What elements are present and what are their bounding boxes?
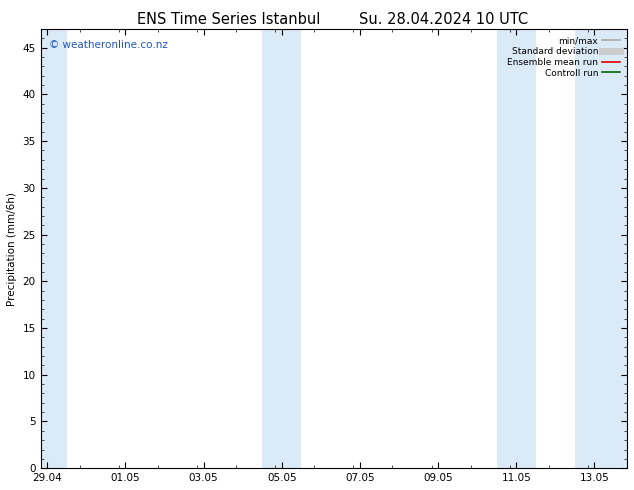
Text: Su. 28.04.2024 10 UTC: Su. 28.04.2024 10 UTC	[359, 12, 528, 27]
Text: ENS Time Series Istanbul: ENS Time Series Istanbul	[136, 12, 320, 27]
Y-axis label: Precipitation (mm/6h): Precipitation (mm/6h)	[7, 192, 17, 306]
Bar	[496, 29, 536, 468]
Bar	[262, 29, 301, 468]
Bar	[575, 29, 627, 468]
Bar	[41, 29, 67, 468]
Text: © weatheronline.co.nz: © weatheronline.co.nz	[49, 40, 168, 50]
Legend: min/max, Standard deviation, Ensemble mean run, Controll run: min/max, Standard deviation, Ensemble me…	[505, 33, 623, 80]
